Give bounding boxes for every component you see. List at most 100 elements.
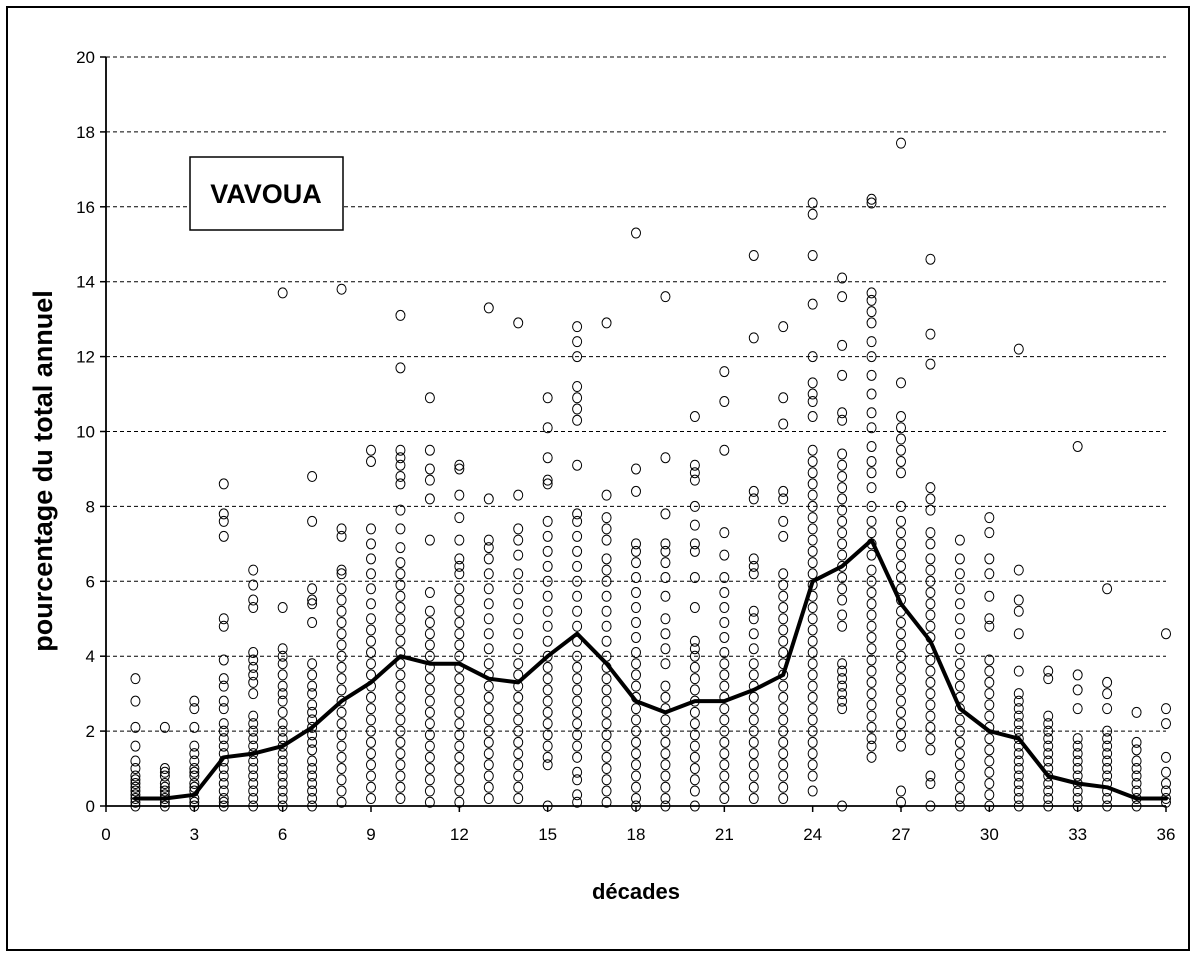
scatter-point: [748, 748, 759, 760]
scatter-point: [601, 729, 612, 741]
scatter-point: [866, 527, 877, 539]
scatter-point: [336, 740, 347, 752]
scatter-point: [1072, 748, 1083, 760]
scatter-point: [1013, 343, 1024, 355]
scatter-point: [837, 658, 848, 670]
scatter-point: [395, 362, 406, 374]
scatter-point: [748, 770, 759, 782]
scatter-point: [424, 616, 435, 628]
scatter-point: [807, 377, 818, 389]
scatter-point: [837, 407, 848, 419]
scatter-point: [130, 755, 141, 767]
scatter-point: [483, 770, 494, 782]
scatter-point: [807, 545, 818, 557]
scatter-point: [572, 545, 583, 557]
scatter-point: [807, 748, 818, 760]
scatter-point: [631, 781, 641, 793]
scatter-point: [748, 793, 759, 805]
scatter-point: [395, 691, 406, 703]
scatter-point: [807, 489, 818, 501]
scatter-point: [866, 575, 877, 587]
scatter-point: [925, 609, 936, 621]
scatter-point: [719, 736, 730, 748]
scatter-point: [689, 661, 700, 673]
scatter-point: [954, 553, 965, 565]
scatter-point: [130, 785, 141, 797]
scatter-point: [218, 718, 229, 730]
scatter-point: [719, 680, 730, 692]
scatter-point: [1043, 793, 1054, 805]
scatter-point: [130, 778, 141, 790]
scatter-point: [277, 680, 288, 692]
scatter-point: [542, 740, 553, 752]
scatter-point: [954, 736, 965, 748]
scatter-point: [925, 598, 936, 610]
scatter-point: [1013, 793, 1024, 805]
scatter-point: [483, 759, 494, 771]
scatter-point: [807, 613, 818, 625]
scatter-point: [248, 710, 259, 722]
scatter-point: [395, 602, 406, 614]
scatter-point: [954, 800, 965, 812]
scatter-point: [1072, 684, 1083, 696]
scatter-point: [572, 718, 583, 730]
scatter-point: [925, 676, 936, 688]
scatter-point: [689, 650, 700, 662]
scatter-point: [336, 661, 347, 673]
scatter-point: [689, 706, 700, 718]
scatter-point: [454, 684, 465, 696]
scatter-point: [424, 628, 435, 640]
scatter-point: [336, 673, 347, 685]
scatter-point: [483, 793, 494, 805]
scatter-point: [748, 605, 759, 617]
scatter-point: [572, 575, 583, 587]
scatter-point: [572, 706, 583, 718]
scatter-point: [513, 658, 524, 670]
scatter-point: [778, 781, 789, 793]
scatter-point: [631, 631, 641, 643]
scatter-point: [366, 646, 376, 658]
scatter-point: [218, 530, 229, 542]
scatter-point: [984, 568, 995, 580]
scatter-point: [807, 646, 818, 658]
scatter-point: [307, 755, 318, 767]
scatter-point: [248, 778, 259, 790]
scatter-point: [1102, 793, 1113, 805]
scatter-point: [689, 740, 700, 752]
scatter-point: [631, 759, 641, 771]
scatter-point: [248, 740, 259, 752]
scatter-point: [307, 721, 318, 733]
scatter-point: [1072, 669, 1083, 681]
scatter-point: [307, 793, 318, 805]
scatter-point: [719, 527, 730, 539]
scatter-point: [277, 695, 288, 707]
scatter-point: [807, 500, 818, 512]
scatter-point: [454, 639, 465, 651]
scatter-point: [454, 673, 465, 685]
scatter-point: [395, 613, 406, 625]
scatter-point: [542, 478, 553, 490]
scatter-point: [513, 714, 524, 726]
mean-series-line: [133, 538, 1168, 801]
scatter-point: [866, 467, 877, 479]
scatter-point: [218, 796, 229, 808]
scatter-point: [513, 691, 524, 703]
scatter-point: [660, 748, 671, 760]
scatter-point: [307, 736, 318, 748]
scatter-point: [601, 796, 612, 808]
scatter-point: [837, 665, 848, 677]
scatter-point: [601, 564, 612, 576]
scatter-point: [984, 800, 995, 812]
scatter-point: [660, 538, 671, 550]
scatter-point: [1013, 695, 1024, 707]
scatter-point: [748, 560, 759, 572]
scatter-point: [984, 744, 995, 756]
scatter-point: [601, 489, 612, 501]
scatter-point: [277, 755, 288, 767]
scatter-point: [866, 515, 877, 527]
scatter-point: [395, 781, 406, 793]
scatter-point: [689, 474, 700, 486]
scatter-point: [307, 729, 318, 741]
scatter-point: [896, 628, 906, 640]
